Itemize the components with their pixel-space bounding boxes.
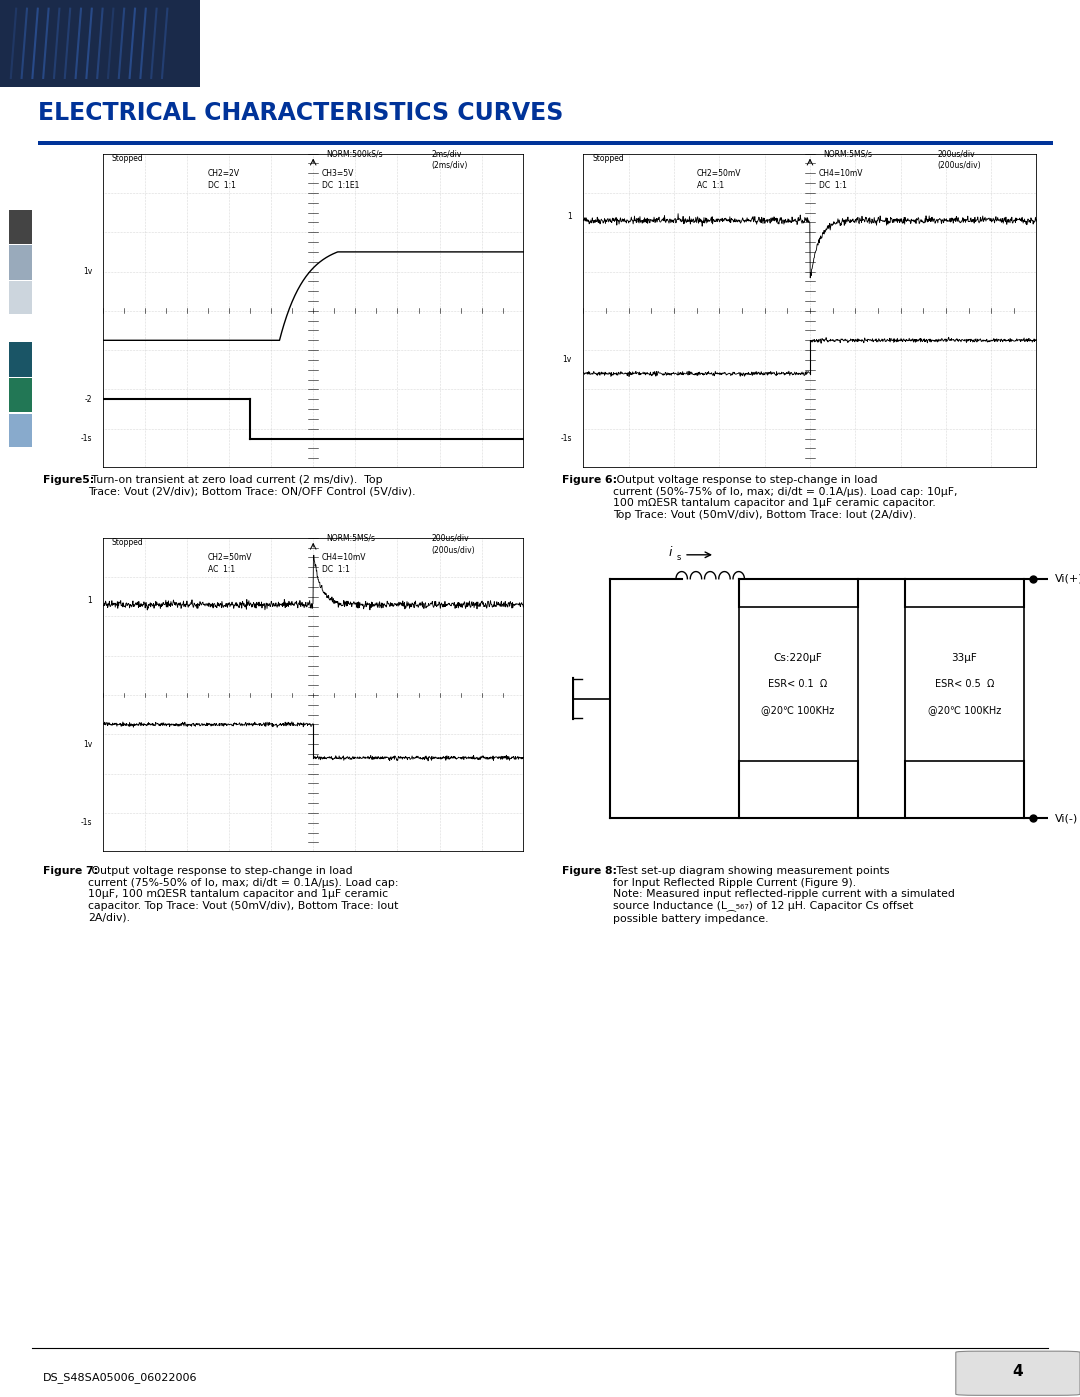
Text: DS_S48SA05006_06022006: DS_S48SA05006_06022006 — [43, 1372, 198, 1383]
Text: -2: -2 — [84, 395, 92, 404]
Text: -1s: -1s — [561, 434, 572, 443]
Text: CH4=10mV: CH4=10mV — [322, 553, 366, 563]
Text: Figure 7:: Figure 7: — [43, 866, 98, 876]
Text: (200us/div): (200us/div) — [431, 546, 475, 555]
Text: Turn-on transient at zero load current (2 ms/div).  Top
Trace: Vout (2V/div); Bo: Turn-on transient at zero load current (… — [89, 475, 416, 496]
Text: @20℃ 100KHz: @20℃ 100KHz — [928, 705, 1001, 715]
Text: CH2=2V: CH2=2V — [207, 169, 240, 179]
Text: @20℃ 100KHz: @20℃ 100KHz — [761, 705, 835, 715]
Text: Stopped: Stopped — [592, 154, 624, 162]
Text: 4: 4 — [1013, 1365, 1023, 1379]
Text: 1v: 1v — [83, 739, 92, 749]
Text: DC  1:1: DC 1:1 — [322, 566, 350, 574]
Bar — [9, 210, 32, 244]
Bar — [9, 246, 32, 279]
Text: Cs:220μF: Cs:220μF — [773, 652, 823, 662]
Text: Output voltage response to step-change in load
current (50%-75% of Io, max; di/d: Output voltage response to step-change i… — [613, 475, 958, 520]
Text: 33μF: 33μF — [951, 652, 977, 662]
Text: Vi(-): Vi(-) — [1055, 813, 1078, 823]
Text: CH2=50mV: CH2=50mV — [697, 169, 741, 179]
Text: 1v: 1v — [563, 355, 572, 365]
Bar — [9, 281, 32, 314]
Text: Vi(+): Vi(+) — [1055, 574, 1080, 584]
Text: Output voltage response to step-change in load
current (75%-50% of Io, max; di/d: Output voltage response to step-change i… — [89, 866, 399, 922]
Text: Figure 6:: Figure 6: — [562, 475, 617, 485]
Text: -1s: -1s — [81, 819, 92, 827]
Bar — [739, 608, 858, 761]
Text: 2ms/div: 2ms/div — [431, 149, 461, 159]
Text: CH3=5V: CH3=5V — [322, 169, 354, 179]
Text: CH4=10mV: CH4=10mV — [819, 169, 864, 179]
Text: ESR< 0.5  Ω: ESR< 0.5 Ω — [935, 679, 994, 689]
Bar — [905, 608, 1024, 761]
Text: NORM:5MS/s: NORM:5MS/s — [326, 534, 375, 543]
Text: NORM:500kS/s: NORM:500kS/s — [326, 149, 382, 159]
Text: ELECTRICAL CHARACTERISTICS CURVES: ELECTRICAL CHARACTERISTICS CURVES — [38, 101, 563, 126]
Text: (2ms/div): (2ms/div) — [431, 162, 468, 170]
Text: 200us/div: 200us/div — [431, 534, 469, 543]
Text: s: s — [677, 553, 681, 562]
Text: 1: 1 — [87, 597, 92, 605]
Text: Figure 8:: Figure 8: — [562, 866, 617, 876]
Text: (200us/div): (200us/div) — [937, 162, 981, 170]
Bar — [0, 0, 200, 87]
Bar — [9, 379, 32, 412]
Text: Stopped: Stopped — [111, 538, 143, 546]
Text: Figure5:: Figure5: — [43, 475, 94, 485]
Text: CH2=50mV: CH2=50mV — [207, 553, 253, 563]
Bar — [9, 414, 32, 447]
Text: Stopped: Stopped — [111, 154, 143, 162]
Text: Test set-up diagram showing measurement points
for Input Reflected Ripple Curren: Test set-up diagram showing measurement … — [613, 866, 955, 923]
Text: DC  1:1: DC 1:1 — [207, 182, 235, 190]
Text: DC  1:1E1: DC 1:1E1 — [322, 182, 359, 190]
Bar — [9, 342, 32, 377]
FancyBboxPatch shape — [956, 1351, 1080, 1396]
Text: DC  1:1: DC 1:1 — [819, 182, 847, 190]
Text: AC  1:1: AC 1:1 — [697, 182, 724, 190]
Text: 200us/div: 200us/div — [937, 149, 974, 159]
Text: 1v: 1v — [83, 267, 92, 277]
Text: i: i — [669, 546, 672, 559]
Text: 1: 1 — [567, 212, 572, 221]
Text: ESR< 0.1  Ω: ESR< 0.1 Ω — [769, 679, 827, 689]
Text: -1s: -1s — [81, 434, 92, 443]
Text: NORM:5MS/s: NORM:5MS/s — [824, 149, 873, 159]
Text: AC  1:1: AC 1:1 — [207, 566, 235, 574]
